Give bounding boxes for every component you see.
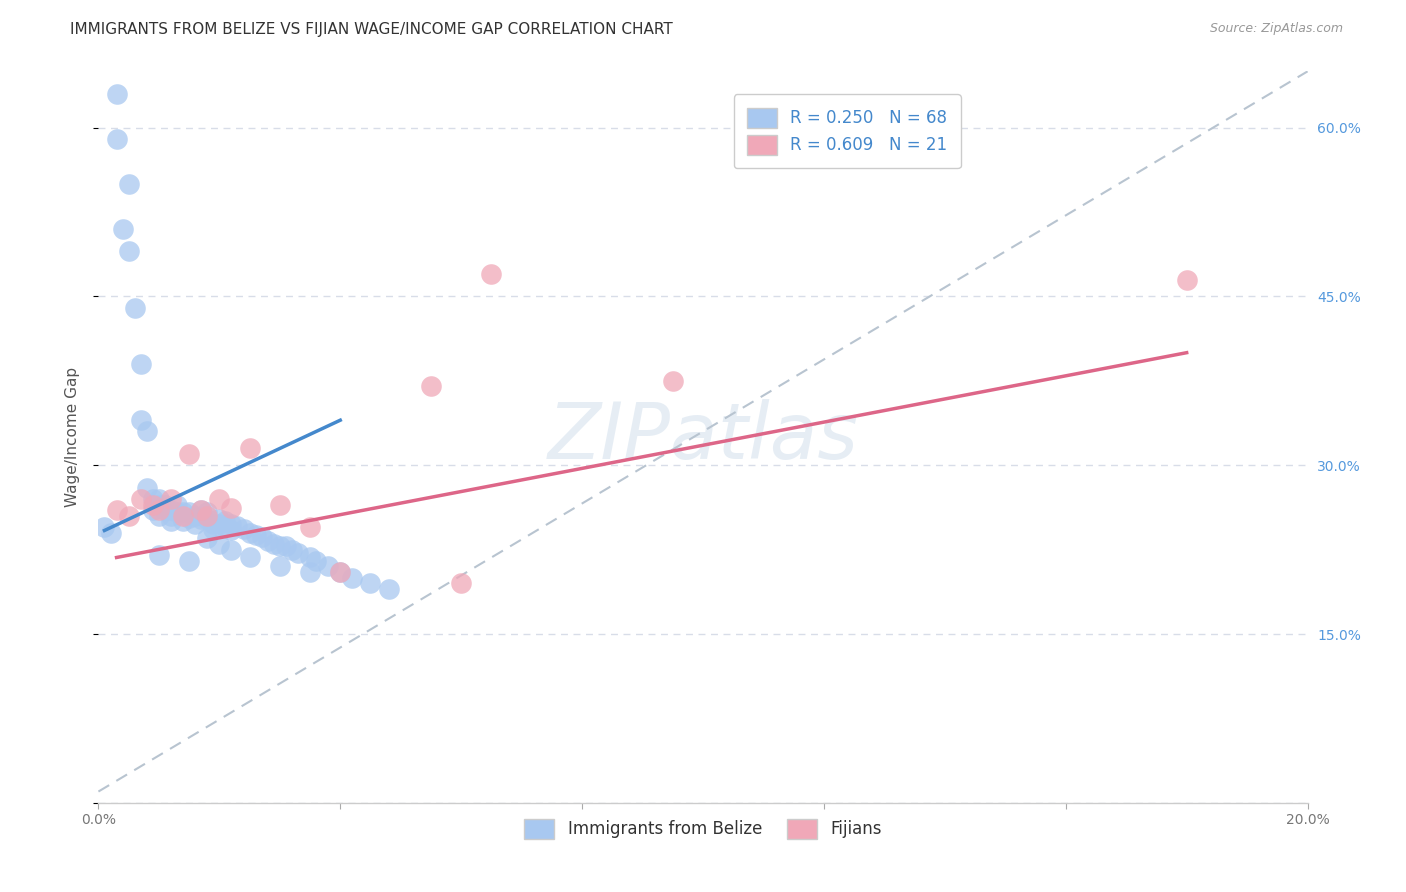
Point xyxy=(245,528,267,542)
Point xyxy=(274,539,297,553)
Point xyxy=(129,413,152,427)
Point xyxy=(221,542,243,557)
Point xyxy=(105,503,128,517)
Point xyxy=(226,519,249,533)
Point xyxy=(179,447,201,461)
Point xyxy=(250,530,273,544)
Point xyxy=(184,516,207,531)
Point xyxy=(160,515,183,529)
Point xyxy=(105,87,128,101)
Point xyxy=(124,301,146,315)
Point xyxy=(316,559,339,574)
Y-axis label: Wage/Income Gap: Wage/Income Gap xyxy=(65,367,80,508)
Point xyxy=(299,520,322,534)
Point xyxy=(135,425,157,439)
Point xyxy=(184,508,207,523)
Point xyxy=(105,132,128,146)
Point xyxy=(263,537,285,551)
Point xyxy=(202,516,225,531)
Point xyxy=(221,524,243,538)
Point xyxy=(142,503,165,517)
Point xyxy=(179,554,201,568)
Point xyxy=(118,177,141,191)
Point xyxy=(142,498,165,512)
Point xyxy=(360,576,382,591)
Point xyxy=(287,546,309,560)
Point xyxy=(214,520,236,534)
Point xyxy=(299,565,322,579)
Point xyxy=(172,506,194,520)
Point xyxy=(179,511,201,525)
Point xyxy=(153,503,176,517)
Point xyxy=(420,379,443,393)
Point xyxy=(208,512,231,526)
Point xyxy=(166,498,188,512)
Point xyxy=(129,491,152,506)
Point xyxy=(208,537,231,551)
Point xyxy=(329,565,352,579)
Point xyxy=(269,559,291,574)
Point xyxy=(221,516,243,531)
Legend: Immigrants from Belize, Fijians: Immigrants from Belize, Fijians xyxy=(517,812,889,846)
Point xyxy=(232,522,254,536)
Point xyxy=(239,442,262,456)
Point xyxy=(190,512,212,526)
Point xyxy=(195,506,218,520)
Point xyxy=(118,244,141,259)
Point xyxy=(148,491,170,506)
Point xyxy=(179,506,201,520)
Point xyxy=(208,516,231,531)
Point xyxy=(148,503,170,517)
Point xyxy=(195,532,218,546)
Point xyxy=(172,508,194,523)
Point xyxy=(160,491,183,506)
Point xyxy=(148,498,170,512)
Point xyxy=(481,267,503,281)
Point xyxy=(195,512,218,526)
Point xyxy=(1175,272,1198,286)
Point xyxy=(269,498,291,512)
Point xyxy=(299,550,322,565)
Point xyxy=(239,550,262,565)
Point xyxy=(172,515,194,529)
Point xyxy=(342,571,364,585)
Text: ZIPatlas: ZIPatlas xyxy=(547,399,859,475)
Point xyxy=(195,508,218,523)
Text: IMMIGRANTS FROM BELIZE VS FIJIAN WAGE/INCOME GAP CORRELATION CHART: IMMIGRANTS FROM BELIZE VS FIJIAN WAGE/IN… xyxy=(70,22,673,37)
Point xyxy=(239,525,262,540)
Point xyxy=(661,374,683,388)
Point xyxy=(269,539,291,553)
Point xyxy=(202,522,225,536)
Point xyxy=(160,508,183,523)
Point xyxy=(281,542,304,557)
Point xyxy=(118,508,141,523)
Point xyxy=(450,576,472,591)
Point xyxy=(208,491,231,506)
Point xyxy=(148,508,170,523)
Point xyxy=(256,533,278,548)
Point xyxy=(329,565,352,579)
Point xyxy=(214,515,236,529)
Point xyxy=(190,503,212,517)
Point xyxy=(135,481,157,495)
Point xyxy=(100,525,122,540)
Point xyxy=(93,520,115,534)
Point xyxy=(142,491,165,506)
Point xyxy=(166,506,188,520)
Point xyxy=(305,554,328,568)
Point xyxy=(148,548,170,562)
Point xyxy=(160,503,183,517)
Point xyxy=(129,357,152,371)
Point xyxy=(377,582,399,596)
Point xyxy=(190,503,212,517)
Point xyxy=(111,222,134,236)
Text: Source: ZipAtlas.com: Source: ZipAtlas.com xyxy=(1209,22,1343,36)
Point xyxy=(221,500,243,515)
Point xyxy=(153,498,176,512)
